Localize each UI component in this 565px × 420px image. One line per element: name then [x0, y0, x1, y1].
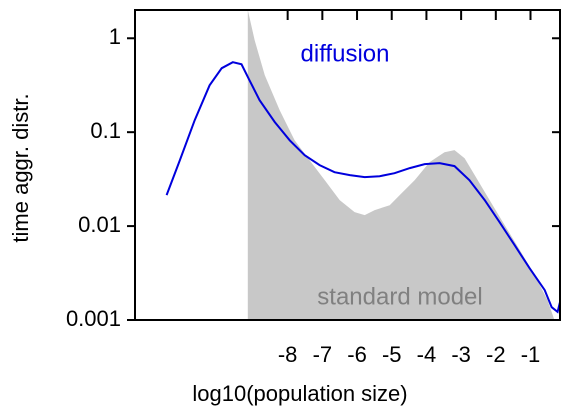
y-tick-label: 1 [109, 24, 121, 49]
y-axis-label: time aggr. distr. [8, 93, 33, 242]
x-tick-label: -4 [417, 342, 437, 367]
x-tick-label: -6 [347, 342, 367, 367]
series-label: standard model [317, 283, 482, 310]
x-tick-label: -8 [278, 342, 298, 367]
x-tick-label: -7 [313, 342, 333, 367]
x-tick-label: -2 [486, 342, 506, 367]
x-tick-label: -3 [451, 342, 471, 367]
x-axis-label: log10(population size) [192, 381, 407, 406]
y-tick-label: 0.001 [66, 306, 121, 331]
series-label: diffusion [301, 40, 390, 67]
y-tick-label: 0.1 [90, 118, 121, 143]
area [247, 10, 555, 320]
y-tick-label: 0.01 [78, 212, 121, 237]
plot-frame [134, 9, 561, 321]
plot-area [165, 10, 560, 320]
x-tick-label: -5 [382, 342, 402, 367]
line [165, 61, 560, 314]
x-tick-label: -1 [521, 342, 541, 367]
